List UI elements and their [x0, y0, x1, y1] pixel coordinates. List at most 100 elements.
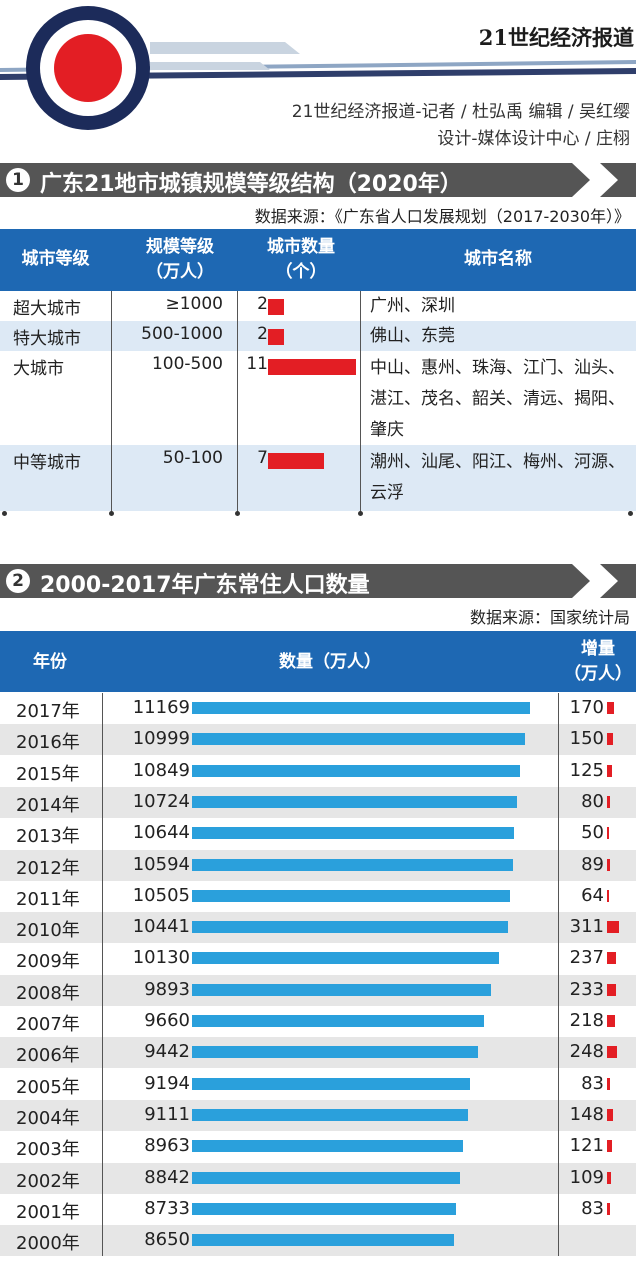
page-header: 21世纪经济报道 21世纪经济报道-记者 / 杜弘禹 编辑 / 吴红缨 设计-媒… — [0, 0, 636, 160]
increase-bar — [607, 952, 617, 965]
increase-bar — [607, 858, 611, 871]
table-row: 2010年 10441 311 — [0, 912, 636, 944]
population-bar — [192, 764, 521, 777]
year-label: 2002年 — [16, 1170, 80, 1192]
table-row: 2014年 10724 80 — [0, 786, 636, 818]
col-header-count: 城市数量 — [267, 237, 335, 257]
column-divider — [360, 291, 361, 513]
population-value: 10441 — [132, 916, 190, 938]
year-label: 2003年 — [16, 1139, 80, 1161]
table2-header: 年份 数量（万人） 增量 （万人） — [0, 631, 636, 692]
col-header-names: 城市名称 — [464, 249, 532, 269]
population-bar — [192, 1171, 460, 1184]
increase-bar — [607, 764, 612, 777]
table-row: 2016年 10999 150 — [0, 724, 636, 756]
population-bar — [192, 983, 492, 996]
population-bar — [192, 827, 515, 840]
increase-value: 64 — [581, 884, 604, 906]
increase-bar — [607, 1077, 611, 1090]
cell-count: 2 — [257, 324, 268, 344]
increase-bar — [607, 733, 613, 746]
increase-value: 170 — [569, 697, 604, 718]
section2-number-badge: 2 — [6, 569, 30, 593]
column-divider — [111, 291, 112, 513]
table-row: 2015年 10849 125 — [0, 756, 636, 787]
population-bar — [192, 858, 513, 871]
column-divider — [102, 693, 103, 1257]
population-value: 8963 — [144, 1135, 190, 1157]
cell-count: 7 — [257, 448, 268, 468]
population-value: 10724 — [132, 790, 190, 812]
population-value: 10505 — [132, 884, 190, 906]
section1-title-bar: 1 广东21地市城镇规模等级结构（2020年） — [0, 163, 636, 197]
year-label: 2005年 — [16, 1076, 80, 1098]
increase-bar — [607, 1015, 616, 1027]
section1-title: 广东21地市城镇规模等级结构（2020年） — [40, 172, 462, 197]
increase-value: 83 — [581, 1197, 604, 1219]
population-value: 9194 — [144, 1072, 190, 1094]
divider-dot — [628, 511, 633, 516]
credit-line-1: 21世纪经济报道-记者 / 杜弘禹 编辑 / 吴红缨 — [291, 102, 630, 122]
increase-bar — [607, 1171, 612, 1184]
increase-value: 50 — [581, 822, 604, 844]
section2-source: 数据来源：国家统计局 — [469, 608, 630, 627]
population-value: 9893 — [144, 978, 190, 1000]
increase-bar — [607, 889, 610, 902]
increase-value: 237 — [569, 947, 604, 969]
cell-count: 11 — [246, 354, 268, 374]
population-bar — [192, 702, 530, 714]
population-value: 8650 — [144, 1229, 190, 1251]
section1-number-badge: 1 — [6, 168, 30, 192]
col-header-scale: 规模等级 — [146, 237, 214, 257]
cell-names: 佛山、东莞 — [370, 326, 455, 346]
population-value: 10130 — [132, 947, 190, 969]
cell-scale: 100-500 — [151, 354, 223, 374]
year-label: 2006年 — [16, 1045, 80, 1067]
increase-bar — [607, 921, 619, 934]
cell-scale: 50-100 — [162, 448, 223, 468]
newspaper-logo-graphic — [0, 6, 636, 130]
population-bar — [192, 733, 525, 746]
increase-bar — [607, 827, 609, 840]
table-row: 特大城市 500-1000 2 佛山、东莞 — [0, 321, 636, 351]
year-label: 2008年 — [16, 982, 80, 1004]
table-row: 2000年 8650 — [0, 1225, 636, 1257]
increase-value: 125 — [569, 759, 604, 781]
increase-bar — [607, 1108, 613, 1121]
table-row: 2006年 9442 248 — [0, 1037, 636, 1069]
cell-grade: 大城市 — [13, 359, 64, 379]
col-header-population: 数量（万人） — [279, 652, 381, 672]
population-bar — [192, 1015, 485, 1027]
year-label: 2001年 — [16, 1201, 80, 1223]
population-value: 11169 — [132, 697, 190, 718]
count-bar — [268, 329, 284, 345]
year-label: 2016年 — [16, 732, 80, 754]
city-scale-table: 城市等级 规模等级 （万人） 城市数量 （个） 城市名称 超大城市 ≥1000 … — [0, 229, 636, 516]
population-value: 8842 — [144, 1166, 190, 1188]
table1-header: 城市等级 规模等级 （万人） 城市数量 （个） 城市名称 — [0, 229, 636, 291]
population-bar — [192, 1202, 457, 1215]
divider-dot — [2, 511, 7, 516]
cell-count: 2 — [257, 294, 268, 314]
section1-source: 数据来源：《广东省人口发展规划（2017-2030年）》 — [254, 207, 630, 226]
title-bar-background — [0, 163, 636, 197]
increase-bar — [607, 983, 616, 996]
table-row: 2017年 11169 170 — [0, 693, 636, 724]
table-row: 大城市 100-500 11 中山、惠州、珠海、江门、汕头、湛江、茂名、韶关、清… — [0, 351, 636, 445]
population-value: 9111 — [144, 1103, 190, 1125]
cell-scale: ≥1000 — [165, 294, 223, 314]
increase-value: 233 — [569, 978, 604, 1000]
table-row: 2004年 9111 148 — [0, 1099, 636, 1131]
population-value: 10644 — [132, 822, 190, 844]
table-row: 2012年 10594 89 — [0, 849, 636, 881]
increase-value: 248 — [569, 1041, 604, 1063]
column-divider — [237, 291, 238, 513]
cell-grade: 中等城市 — [13, 453, 81, 473]
col-header-grade: 城市等级 — [21, 249, 90, 269]
year-label: 2000年 — [16, 1233, 80, 1255]
section2-title-bar: 2 2000-2017年广东常住人口数量 — [0, 564, 636, 598]
population-bar — [192, 1234, 454, 1247]
title-bar-background — [0, 564, 636, 598]
col-header-increase-unit: （万人） — [564, 664, 632, 684]
col-header-count-unit: （个） — [275, 262, 327, 282]
